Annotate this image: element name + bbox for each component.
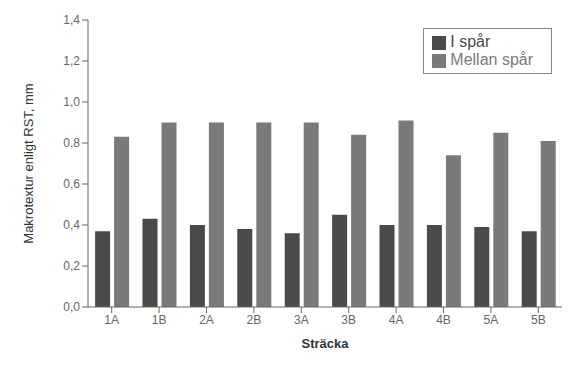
svg-text:2A: 2A: [199, 313, 214, 327]
svg-text:1A: 1A: [104, 313, 119, 327]
svg-text:2B: 2B: [247, 313, 262, 327]
svg-text:3A: 3A: [294, 313, 309, 327]
svg-text:0,6: 0,6: [63, 177, 80, 191]
svg-text:3B: 3B: [341, 313, 356, 327]
svg-text:4A: 4A: [389, 313, 404, 327]
svg-text:1,2: 1,2: [63, 54, 80, 68]
svg-text:0,2: 0,2: [63, 259, 80, 273]
html-text:Mellan spår: Mellan spår: [450, 51, 533, 68]
svg-text:1B: 1B: [152, 313, 167, 327]
svg-text:1,0: 1,0: [63, 95, 80, 109]
svg-text:Makrotextur enligt RST, mm: Makrotextur enligt RST, mm: [21, 83, 36, 243]
svg-text:0,0: 0,0: [63, 300, 80, 314]
svg-text:1,4: 1,4: [63, 13, 80, 27]
svg-text:0,8: 0,8: [63, 136, 80, 150]
svg-text:5A: 5A: [484, 313, 499, 327]
html-text:I spår: I spår: [450, 33, 491, 50]
svg-text:4B: 4B: [436, 313, 451, 327]
svg-text:0,4: 0,4: [63, 218, 80, 232]
svg-text:5B: 5B: [531, 313, 546, 327]
svg-text:Sträcka: Sträcka: [302, 336, 350, 351]
